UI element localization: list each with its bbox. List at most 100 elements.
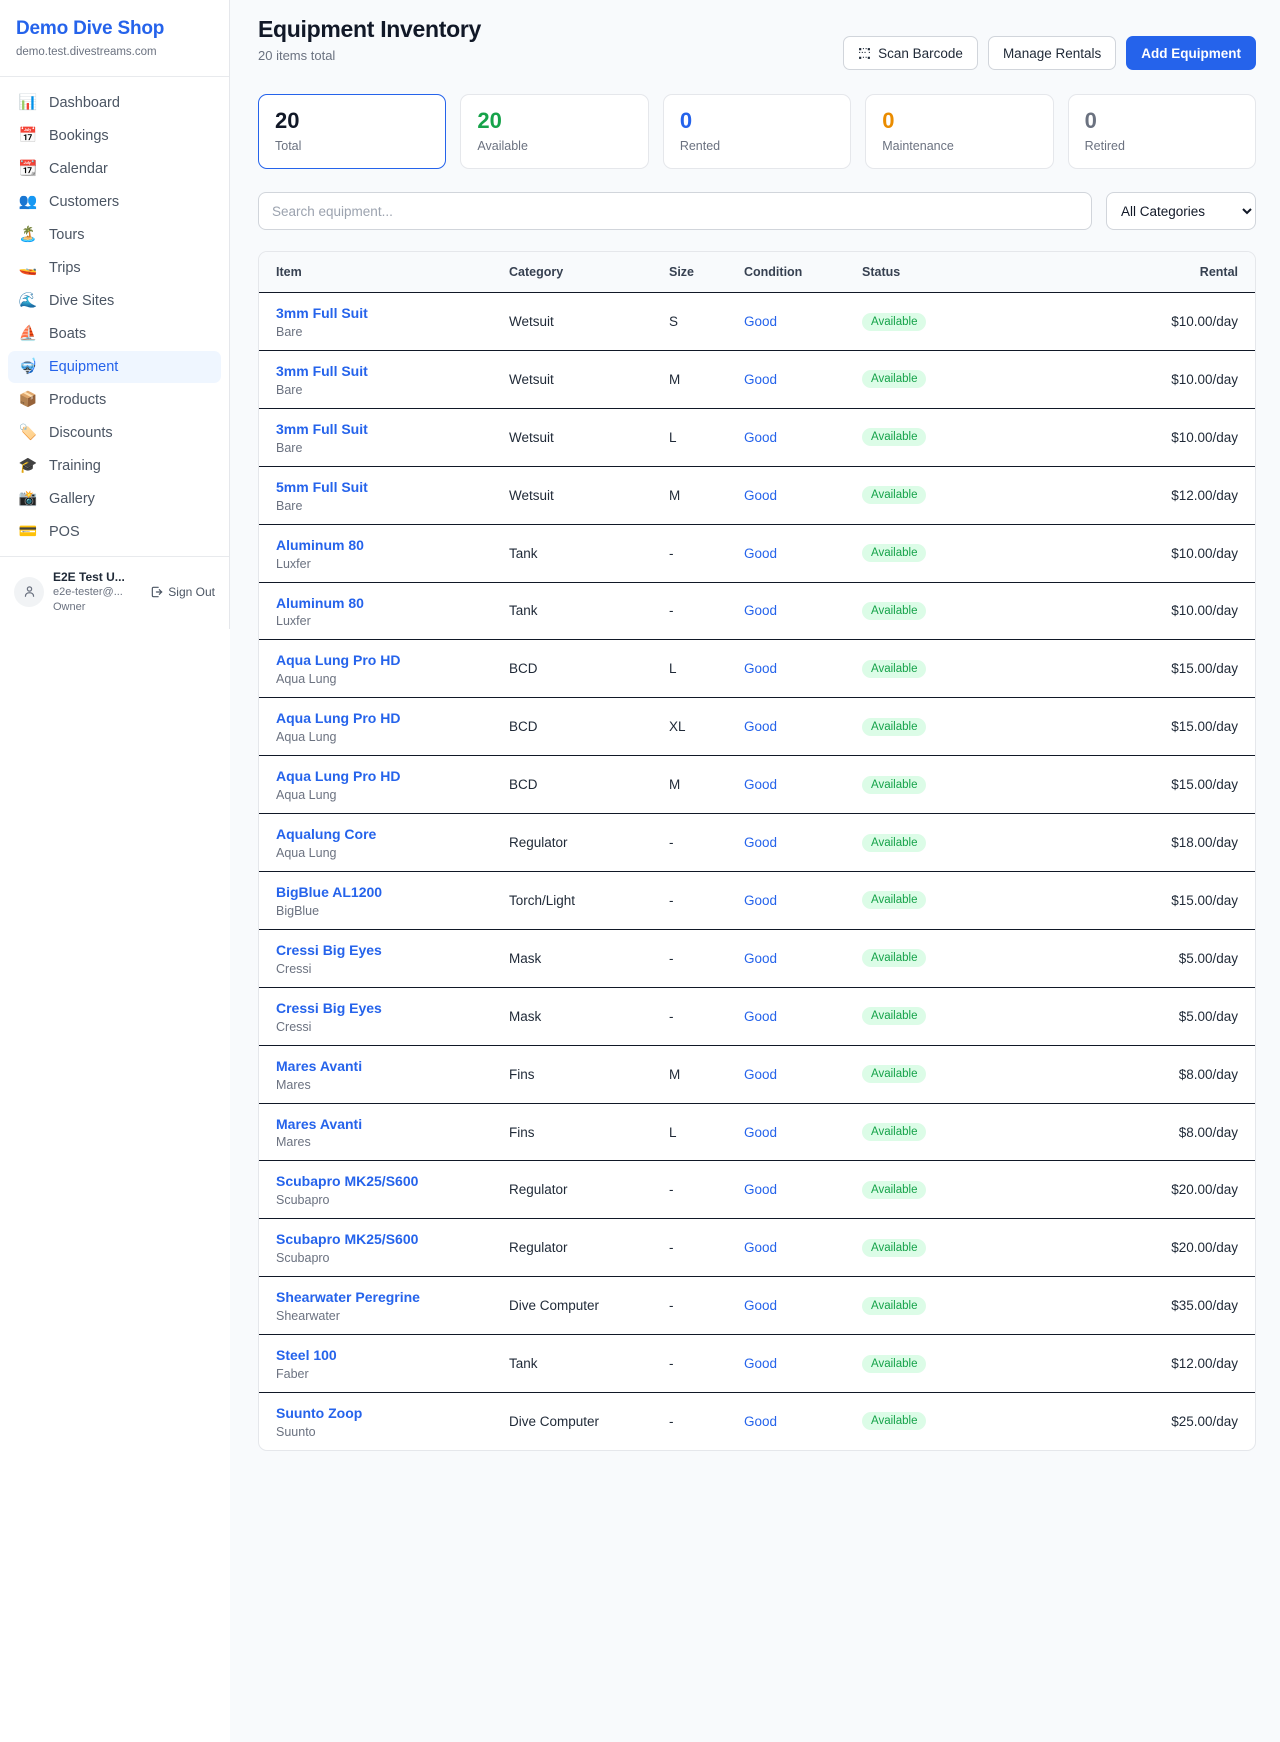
condition-link[interactable]: Good: [744, 371, 778, 387]
condition-link[interactable]: Good: [744, 1356, 778, 1372]
category-filter-select[interactable]: All Categories: [1106, 192, 1256, 231]
cell-size: -: [669, 524, 744, 583]
cell-condition: Good: [744, 871, 862, 930]
sidebar-item-products[interactable]: 📦 Products: [8, 384, 221, 416]
column-header-size[interactable]: Size: [669, 252, 744, 294]
table-row[interactable]: Steel 100 Faber Tank - Good Available $12.00/d…: [259, 1334, 1255, 1394]
column-header-rental[interactable]: Rental: [1012, 252, 1255, 294]
condition-link[interactable]: Good: [744, 950, 778, 966]
item-name-link[interactable]: Suunto Zoop: [276, 1405, 363, 1422]
condition-link[interactable]: Good: [744, 487, 778, 503]
item-name-link[interactable]: BigBlue AL1200: [276, 884, 383, 900]
item-brand: Aqua Lung: [276, 846, 337, 860]
sidebar-item-tours[interactable]: 🏝️ Tours: [8, 219, 221, 251]
column-header-status[interactable]: Status: [862, 252, 1012, 294]
item-name-link[interactable]: Aqualung Core: [276, 826, 377, 843]
column-header-item[interactable]: Item: [259, 252, 509, 294]
user-email: e2e-tester@...: [53, 585, 123, 598]
table-row[interactable]: Aqua Lung Pro HD Aqua Lung BCD M Good Availab…: [259, 755, 1255, 815]
item-name-link[interactable]: Steel 100: [276, 1347, 337, 1364]
condition-link[interactable]: Good: [744, 719, 778, 735]
sidebar-item-training[interactable]: 🎓 Training: [8, 450, 221, 482]
sidebar-item-calendar[interactable]: 📆 Calendar: [8, 153, 221, 185]
sign-out-button[interactable]: Sign Out: [150, 585, 215, 599]
condition-link[interactable]: Good: [744, 603, 778, 619]
table-row[interactable]: Cressi Big Eyes Cressi Mask - Good Available $…: [259, 929, 1255, 988]
table-row[interactable]: Shearwater Peregrine Shearwater Dive Compu…: [259, 1276, 1255, 1336]
condition-link[interactable]: Good: [744, 429, 778, 445]
item-name-link[interactable]: Cressi Big Eyes: [276, 941, 382, 958]
item-name-link[interactable]: Aluminum 80: [276, 536, 364, 553]
sidebar-item-customers[interactable]: 👥 Customers: [8, 186, 221, 218]
condition-link[interactable]: Good: [744, 835, 778, 851]
sidebar-item-trips[interactable]: 🚤 Trips: [8, 252, 221, 284]
scan-barcode-button[interactable]: Scan Barcode: [843, 36, 978, 70]
search-input[interactable]: [258, 192, 1092, 231]
condition-link[interactable]: Good: [744, 777, 778, 793]
column-header-category[interactable]: Category: [509, 252, 669, 294]
item-name-link[interactable]: Aqua Lung Pro HD: [276, 710, 401, 727]
item-name-link[interactable]: 3mm Full Suit: [276, 305, 368, 322]
condition-link[interactable]: Good: [744, 1298, 778, 1314]
table-row[interactable]: Scubapro MK25/S600 Scubapro Regulator - Good…: [259, 1160, 1255, 1220]
cell-condition: Good: [744, 582, 862, 641]
item-name-link[interactable]: Scubapro MK25/S600: [276, 1231, 419, 1248]
sidebar-item-dive-sites[interactable]: 🌊 Dive Sites: [8, 285, 221, 317]
item-name-link[interactable]: Cressi Big Eyes: [276, 999, 382, 1016]
item-name-link[interactable]: Mares Avanti: [276, 1115, 363, 1132]
sidebar-item-discounts[interactable]: 🏷️ Discounts: [8, 417, 221, 449]
table-row[interactable]: 5mm Full Suit Bare Wetsuit M Good Available $1…: [259, 466, 1255, 525]
table-row[interactable]: 3mm Full Suit Bare Wetsuit S Good Available $1…: [259, 292, 1255, 351]
table-row[interactable]: Scubapro MK25/S600 Scubapro Regulator - Good…: [259, 1218, 1255, 1278]
add-equipment-button[interactable]: Add Equipment: [1126, 36, 1256, 70]
column-header-condition[interactable]: Condition: [744, 252, 862, 294]
sidebar-item-boats[interactable]: ⛵ Boats: [8, 318, 221, 350]
item-name-link[interactable]: 3mm Full Suit: [276, 362, 368, 379]
item-name-link[interactable]: Aqua Lung Pro HD: [276, 768, 401, 785]
condition-link[interactable]: Good: [744, 892, 778, 908]
sidebar-item-pos[interactable]: 💳 POS: [8, 516, 221, 548]
sidebar-item-dashboard[interactable]: 📊 Dashboard: [8, 87, 221, 119]
item-name-link[interactable]: Aqua Lung Pro HD: [276, 652, 401, 669]
sidebar-item-bookings[interactable]: 📅 Bookings: [8, 120, 221, 152]
table-row[interactable]: Aluminum 80 Luxfer Tank - Good Available $10.0…: [259, 582, 1255, 641]
sidebar-item-label: Tours: [49, 226, 85, 243]
item-name-link[interactable]: Aluminum 80: [276, 594, 364, 611]
stat-card-retired[interactable]: 0 Retired: [1067, 94, 1257, 170]
item-name-link[interactable]: 3mm Full Suit: [276, 420, 368, 437]
table-row[interactable]: Mares Avanti Mares Fins L Good Available $8.00…: [259, 1103, 1255, 1162]
cell-rental: $20.00/day: [1012, 1160, 1255, 1220]
condition-link[interactable]: Good: [744, 1240, 778, 1256]
condition-link[interactable]: Good: [744, 545, 778, 561]
table-row[interactable]: 3mm Full Suit Bare Wetsuit L Good Available $1…: [259, 408, 1255, 467]
table-row[interactable]: BigBlue AL1200 BigBlue Torch/Light - Good Ava…: [259, 871, 1255, 930]
stat-card-total[interactable]: 20 Total: [258, 94, 447, 170]
table-row[interactable]: Cressi Big Eyes Cressi Mask - Good Available $…: [259, 987, 1255, 1046]
item-name-link[interactable]: Shearwater Peregrine: [276, 1289, 420, 1306]
condition-link[interactable]: Good: [744, 1066, 778, 1082]
item-name-link[interactable]: Scubapro MK25/S600: [276, 1173, 419, 1190]
stat-card-rented[interactable]: 0 Rented: [662, 94, 852, 170]
item-name-link[interactable]: 5mm Full Suit: [276, 478, 368, 495]
table-row[interactable]: Aqua Lung Pro HD Aqua Lung BCD XL Good Availa…: [259, 697, 1255, 757]
condition-link[interactable]: Good: [744, 1124, 778, 1140]
condition-link[interactable]: Good: [744, 1413, 778, 1429]
table-row[interactable]: Suunto Zoop Suunto Dive Computer - Good Avail…: [259, 1393, 1255, 1450]
sidebar-item-equipment[interactable]: 🤿 Equipment: [8, 350, 221, 383]
cell-status: Available: [862, 292, 1012, 351]
table-row[interactable]: 3mm Full Suit Bare Wetsuit M Good Available $1…: [259, 350, 1255, 409]
stat-card-maintenance[interactable]: 0 Maintenance: [865, 94, 1054, 170]
condition-link[interactable]: Good: [744, 661, 778, 677]
cell-size: M: [669, 350, 744, 409]
condition-link[interactable]: Good: [744, 1008, 778, 1024]
condition-link[interactable]: Good: [744, 314, 778, 330]
table-row[interactable]: Aqua Lung Pro HD Aqua Lung BCD L Good Availab…: [259, 639, 1255, 699]
stat-card-available[interactable]: 20 Available: [460, 94, 649, 170]
table-row[interactable]: Mares Avanti Mares Fins M Good Available $8.00…: [259, 1045, 1255, 1104]
manage-rentals-button[interactable]: Manage Rentals: [987, 36, 1117, 70]
table-row[interactable]: Aluminum 80 Luxfer Tank - Good Available $10.0…: [259, 524, 1255, 583]
item-name-link[interactable]: Mares Avanti: [276, 1057, 363, 1074]
table-row[interactable]: Aqualung Core Aqua Lung Regulator - Good Avai…: [259, 813, 1255, 872]
condition-link[interactable]: Good: [744, 1182, 778, 1198]
sidebar-item-gallery[interactable]: 📸 Gallery: [8, 483, 221, 515]
